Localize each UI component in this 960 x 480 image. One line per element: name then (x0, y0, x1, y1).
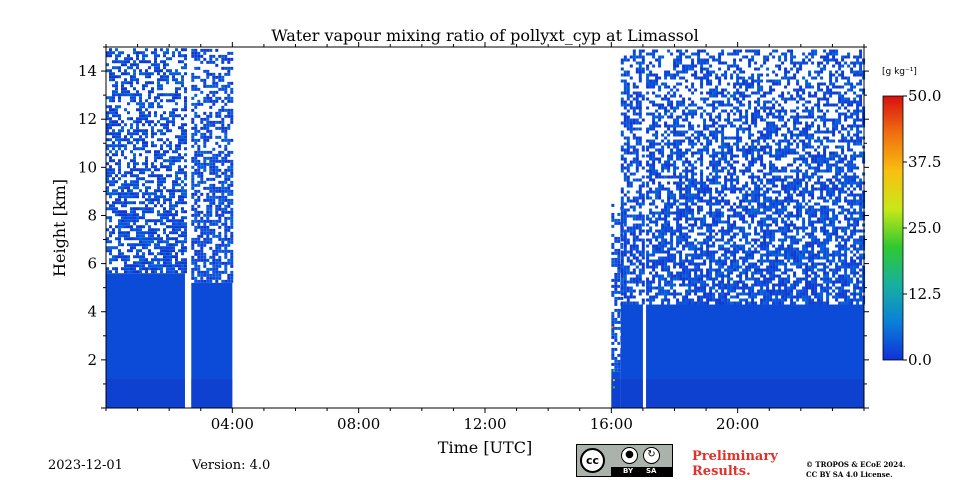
y-axis-label: Height [km] (50, 179, 69, 277)
data-segment-nearground (620, 379, 643, 408)
y-tick-label: 4 (87, 303, 97, 321)
copyright-line-1: © TROPOS & ECoE 2024. (806, 460, 906, 469)
data-segment-speckle (620, 49, 645, 305)
colorbar-tick-label: 0.0 (908, 351, 932, 369)
share-alike-icon: ↻ (643, 447, 660, 464)
x-tick-label: 04:00 (211, 415, 254, 433)
data-segment-speckle (191, 48, 234, 283)
x-axis: 04:00 08:00 12:00 16:00 20:00 (105, 42, 865, 433)
x-tick-label: 12:00 (463, 415, 506, 433)
colorbar: 50.0 37.5 25.0 12.5 0.0 (882, 87, 941, 369)
y-tick-label: 2 (87, 351, 97, 369)
data-speck (612, 386, 615, 389)
plot-area (105, 46, 866, 409)
cc-icon: cc (580, 448, 605, 473)
y-tick-label: 8 (87, 206, 97, 224)
y-tick-label: 14 (78, 62, 97, 80)
date-label: 2023-12-01 (48, 458, 123, 473)
y-tick-label: 10 (78, 158, 97, 176)
data-segment-nearground (191, 379, 233, 408)
colorbar-gradient (882, 95, 904, 361)
preliminary-results-note: Preliminary Results. (692, 449, 778, 479)
data-speck (612, 369, 615, 372)
license-strip (611, 467, 672, 476)
copyright-line-2: CC BY SA 4.0 License. (806, 470, 893, 479)
data-speck (612, 379, 615, 382)
colorbar-unit-label: [g kg⁻¹] (882, 67, 917, 77)
copyright-note: © TROPOS & ECoE 2024. CC BY SA 4.0 Licen… (806, 460, 956, 480)
x-tick-label: 20:00 (716, 415, 759, 433)
colorbar-tick-label: 25.0 (908, 219, 941, 237)
x-axis-label: Time [UTC] (438, 438, 532, 457)
y-tick-label: 6 (87, 255, 97, 273)
y-axis: 2 4 6 8 10 12 14 (78, 46, 869, 409)
x-tick-label: 16:00 (590, 415, 633, 433)
license-by-label: BY (623, 467, 634, 475)
colorbar-tick-label: 50.0 (908, 87, 941, 105)
data-segment-nearground (646, 379, 864, 408)
person-icon: ● (621, 447, 638, 464)
colorbar-tick-label: 37.5 (908, 153, 941, 171)
data-segment-speckle (106, 48, 187, 274)
cc-by-sa-icon: cc ● ↻ BY SA (576, 444, 673, 477)
version-label: Version: 4.0 (192, 458, 271, 473)
data-segment-nearground (611, 379, 621, 408)
data-speck (611, 326, 614, 329)
x-tick-label: 08:00 (337, 415, 380, 433)
y-tick-label: 12 (78, 110, 97, 128)
colorbar-tick-label: 12.5 (908, 285, 941, 303)
data-segment-nearground (106, 379, 185, 408)
chart-title: Water vapour mixing ratio of pollyxt_cyp… (271, 26, 698, 45)
data-segment-speckle (646, 49, 866, 305)
license-sa-label: SA (646, 467, 657, 475)
